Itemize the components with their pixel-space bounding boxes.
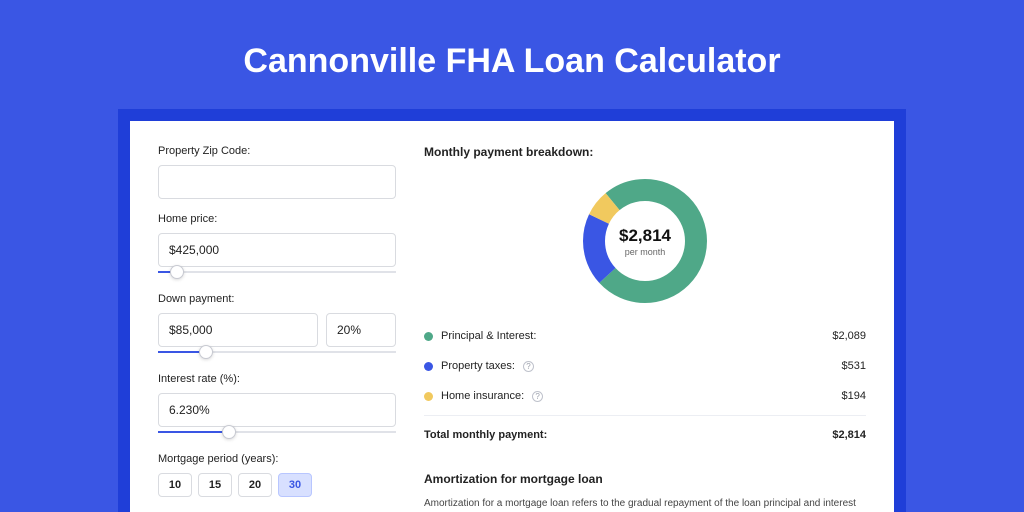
interest-rate-input[interactable]	[158, 393, 396, 427]
donut-sublabel: per month	[625, 247, 666, 257]
breakdown-label: Principal & Interest:	[441, 330, 536, 342]
down-payment-pct-input[interactable]	[326, 313, 396, 347]
down-payment-field: Down payment:	[158, 293, 396, 359]
home-price-input[interactable]	[158, 233, 396, 267]
interest-rate-label: Interest rate (%):	[158, 373, 396, 385]
total-row: Total monthly payment: $2,814	[424, 420, 866, 450]
slider-thumb[interactable]	[199, 345, 213, 359]
mortgage-period-options: 10152030	[158, 473, 396, 497]
slider-thumb[interactable]	[222, 425, 236, 439]
home-price-label: Home price:	[158, 213, 396, 225]
zip-input[interactable]	[158, 165, 396, 199]
down-payment-slider[interactable]	[158, 345, 396, 359]
amortization-title: Amortization for mortgage loan	[424, 472, 866, 486]
donut-chart: $2,814 per month	[583, 179, 707, 303]
breakdown-rows: Principal & Interest: $2,089 Property taxe…	[424, 321, 866, 411]
interest-rate-slider[interactable]	[158, 425, 396, 439]
down-payment-input[interactable]	[158, 313, 318, 347]
inputs-column: Property Zip Code: Home price: Down paym…	[158, 145, 396, 512]
home-price-slider[interactable]	[158, 265, 396, 279]
breakdown-label: Home insurance:	[441, 390, 524, 402]
period-option-20[interactable]: 20	[238, 473, 272, 497]
slider-thumb[interactable]	[170, 265, 184, 279]
period-option-30[interactable]: 30	[278, 473, 312, 497]
total-label: Total monthly payment:	[424, 429, 547, 441]
down-payment-label: Down payment:	[158, 293, 396, 305]
breakdown-row: Home insurance:? $194	[424, 381, 866, 411]
home-price-field: Home price:	[158, 213, 396, 279]
info-icon[interactable]: ?	[523, 361, 534, 372]
interest-rate-field: Interest rate (%):	[158, 373, 396, 439]
period-option-15[interactable]: 15	[198, 473, 232, 497]
mortgage-period-label: Mortgage period (years):	[158, 453, 396, 465]
amortization-block: Amortization for mortgage loan Amortizat…	[424, 472, 866, 512]
mortgage-period-field: Mortgage period (years): 10152030	[158, 453, 396, 497]
zip-field: Property Zip Code:	[158, 145, 396, 199]
breakdown-column: Monthly payment breakdown: $2,814 per mo…	[424, 145, 866, 512]
page-title: Cannonville FHA Loan Calculator	[0, 0, 1024, 109]
card-outer: Property Zip Code: Home price: Down paym…	[118, 109, 906, 512]
info-icon[interactable]: ?	[532, 391, 543, 402]
breakdown-row: Property taxes:? $531	[424, 351, 866, 381]
breakdown-label: Property taxes:	[441, 360, 515, 372]
breakdown-value: $2,089	[832, 330, 866, 342]
legend-dot	[424, 392, 433, 401]
divider	[424, 415, 866, 416]
donut-amount: $2,814	[619, 226, 671, 246]
donut-center: $2,814 per month	[583, 179, 707, 303]
calculator-card: Property Zip Code: Home price: Down paym…	[130, 121, 894, 512]
legend-dot	[424, 332, 433, 341]
slider-fill	[158, 431, 229, 433]
breakdown-value: $194	[842, 390, 866, 402]
total-value: $2,814	[832, 429, 866, 441]
legend-dot	[424, 362, 433, 371]
period-option-10[interactable]: 10	[158, 473, 192, 497]
amortization-text: Amortization for a mortgage loan refers …	[424, 496, 866, 512]
donut-chart-area: $2,814 per month	[424, 173, 866, 321]
breakdown-row: Principal & Interest: $2,089	[424, 321, 866, 351]
zip-label: Property Zip Code:	[158, 145, 396, 157]
breakdown-value: $531	[842, 360, 866, 372]
breakdown-title: Monthly payment breakdown:	[424, 145, 866, 159]
slider-track	[158, 271, 396, 273]
